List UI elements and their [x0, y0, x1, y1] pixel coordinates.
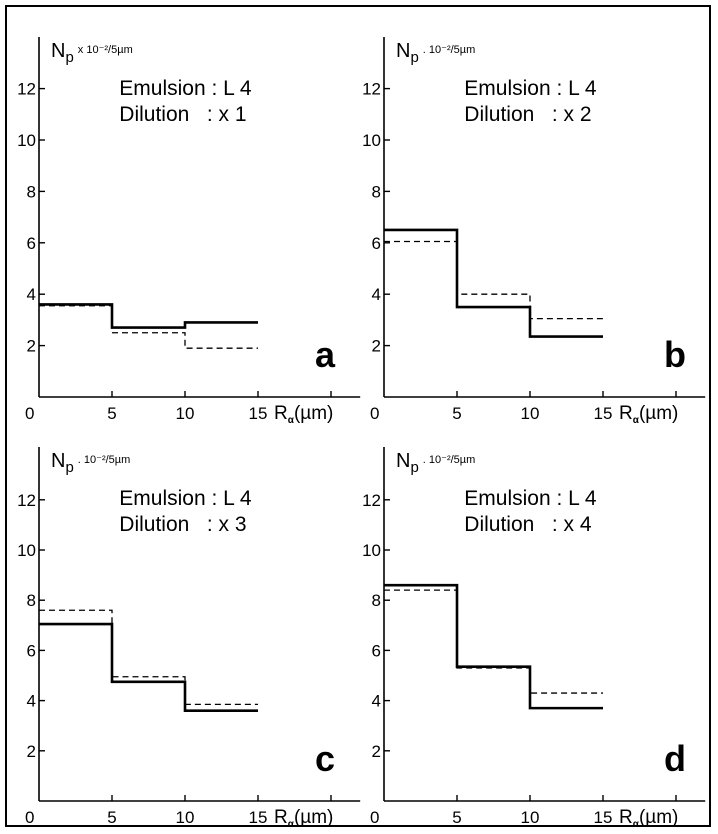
x-axis-label: Rα(µm): [619, 403, 678, 426]
y-tick-label: 6: [372, 234, 381, 253]
panel-letter: c: [315, 738, 335, 779]
solid-histogram-series: [384, 228, 603, 338]
y-tick-label: 10: [362, 541, 381, 560]
emulsion-label: Emulsion : L 4: [119, 487, 252, 510]
panel-letter: b: [664, 334, 686, 375]
y-tick-label: 10: [362, 131, 381, 150]
y-tick-label: 4: [27, 692, 36, 711]
dashed-histogram-series: [384, 589, 603, 694]
dilution-label: Dilution : x 2: [464, 103, 591, 126]
y-tick-label: 12: [17, 491, 36, 510]
y-tick-label: 12: [362, 80, 381, 99]
panel-letter: a: [315, 334, 336, 375]
dashed-histogram-series: [39, 305, 258, 349]
x-tick-label: 0: [25, 404, 34, 423]
x-tick-label: 5: [452, 808, 461, 827]
y-tick-label: 4: [372, 692, 381, 711]
solid-histogram-series: [384, 583, 603, 710]
y-tick-label: 4: [372, 285, 381, 304]
x-tick-label: 10: [176, 808, 195, 827]
panel-a: 2 4 6 8 10 12 0 5 10 15 Rα(µm) Np x 10⁻²/5µm Emulsion…: [17, 37, 361, 426]
y-tick-label: 2: [27, 742, 36, 761]
y-axis-label: Np. 10⁻²/5µm: [396, 40, 475, 66]
x-tick-label: 5: [452, 404, 461, 423]
y-axis-label: Np x 10⁻²/5µm: [51, 40, 133, 66]
emulsion-label: Emulsion : L 4: [119, 77, 252, 100]
dilution-label: Dilution : x 3: [119, 513, 246, 536]
y-tick-label: 8: [27, 591, 36, 610]
y-tick-label: 2: [27, 337, 36, 356]
x-tick-label: 10: [521, 404, 540, 423]
y-tick-label: 6: [27, 234, 36, 253]
x-tick-label: 15: [249, 808, 268, 827]
y-tick-label: 4: [27, 285, 36, 304]
y-tick-label: 8: [372, 182, 381, 201]
x-tick-label: 15: [249, 404, 268, 423]
x-tick-label: 5: [107, 404, 116, 423]
panel-d: 2 4 6 8 10 12 0 5 10 15 Rα(µm) Np. 10⁻²/5µm Emulsion…: [362, 447, 706, 830]
figure-frame: 2 4 6 8 10 12 0 5 10 15 Rα(µm) Np x 10⁻²/5µm Emulsion…: [5, 5, 711, 830]
y-axis-label: Np. 10⁻²/5µm: [396, 450, 475, 476]
y-tick-label: 6: [27, 641, 36, 660]
y-tick-label: 12: [17, 80, 36, 99]
x-tick-label: 15: [594, 808, 613, 827]
y-tick-label: 8: [372, 591, 381, 610]
y-tick-label: 2: [372, 742, 381, 761]
x-tick-label: 15: [594, 404, 613, 423]
y-axis-label: Np. 10⁻²/5µm: [51, 450, 130, 476]
y-tick-label: 10: [17, 131, 36, 150]
y-tick-label: 2: [372, 337, 381, 356]
dilution-label: Dilution : x 4: [464, 513, 592, 536]
x-tick-label: 0: [25, 808, 34, 827]
emulsion-label: Emulsion : L 4: [464, 487, 597, 510]
panel-c: 2 4 6 8 10 12 0 5 10 15 Rα(µm) Np. 10⁻²/5µm Emulsion…: [17, 447, 361, 830]
y-tick-label: 10: [17, 541, 36, 560]
panel-letter: d: [664, 738, 686, 779]
x-axis-label: Rα(µm): [274, 807, 333, 830]
dashed-histogram-series: [39, 609, 258, 706]
emulsion-label: Emulsion : L 4: [464, 77, 597, 100]
solid-histogram-series: [39, 622, 258, 712]
y-tick-label: 12: [362, 491, 381, 510]
x-axis-label: Rα(µm): [619, 807, 678, 830]
x-tick-label: 5: [107, 808, 116, 827]
y-tick-label: 8: [27, 182, 36, 201]
solid-histogram-series: [39, 303, 258, 329]
dilution-label: Dilution : x 1: [119, 103, 246, 126]
x-tick-label: 10: [521, 808, 540, 827]
y-tick-label: 6: [372, 641, 381, 660]
x-tick-label: 10: [176, 404, 195, 423]
x-axis-label: Rα(µm): [274, 403, 333, 426]
dashed-histogram-series: [384, 240, 603, 320]
panel-b: 2 4 6 8 10 12 0 5 10 15 Rα(µm) Np. 10⁻²/5µm Emulsion…: [362, 37, 706, 426]
x-tick-label: 0: [370, 404, 379, 423]
x-tick-label: 0: [370, 808, 379, 827]
